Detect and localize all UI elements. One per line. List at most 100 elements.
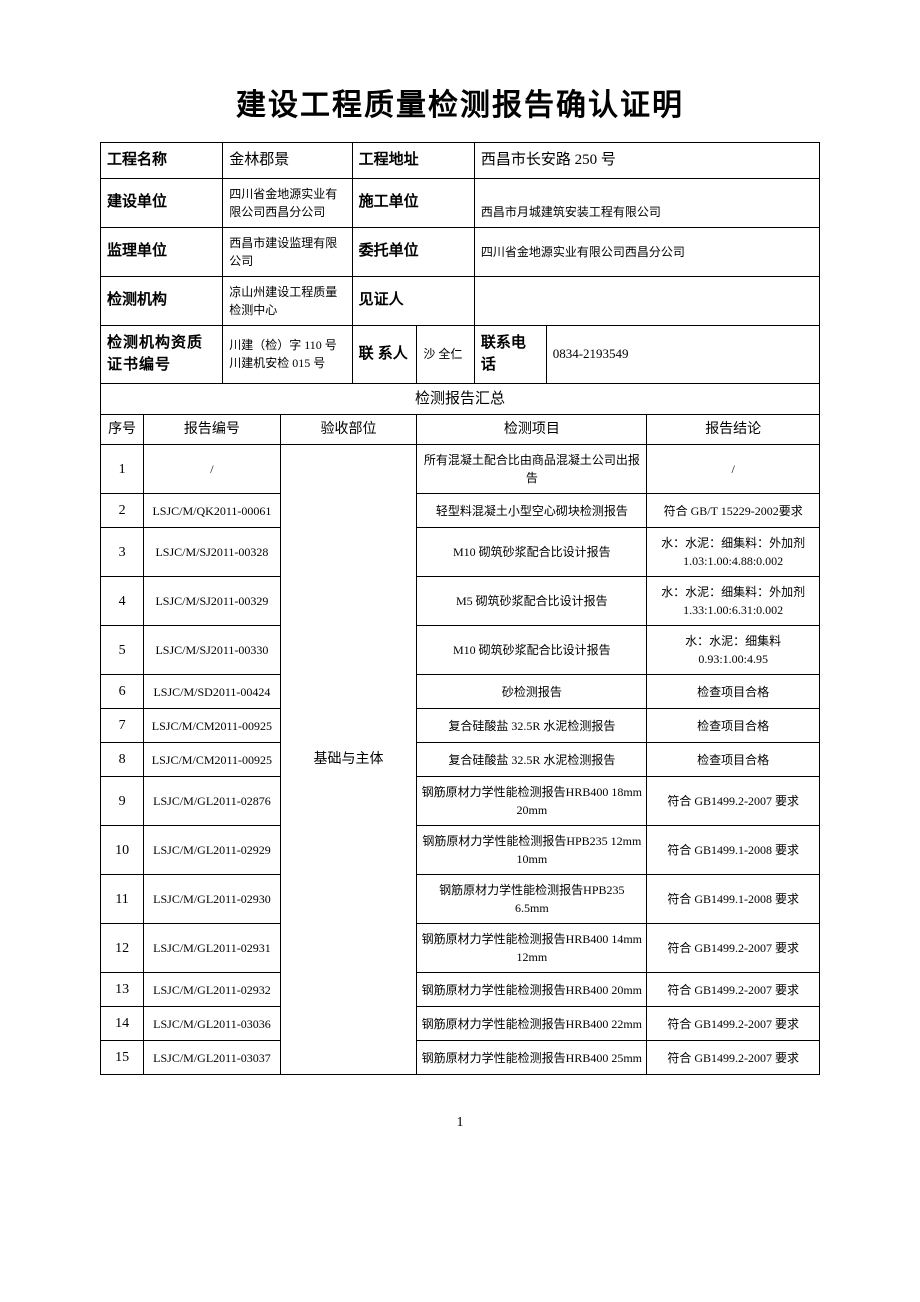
row-report-no: LSJC/M/GL2011-03036 [144, 1007, 281, 1041]
row-item: 所有混凝土配合比由商品混凝土公司出报告 [417, 445, 647, 494]
row-conclusion: 符合 GB1499.1-2008 要求 [647, 875, 820, 924]
phone-value: 0834-2193549 [546, 325, 819, 383]
row-report-no: LSJC/M/SJ2011-00330 [144, 626, 281, 675]
table-row: 5 LSJC/M/SJ2011-00330 M10 砌筑砂浆配合比设计报告 水：… [101, 626, 820, 675]
header-row-build: 建设单位 四川省金地源实业有限公司西昌分公司 施工单位 西昌市月城建筑安装工程有… [101, 178, 820, 227]
row-conclusion: 水：水泥：细集料：外加剂 1.33:1.00:6.31:0.002 [647, 577, 820, 626]
row-item: M10 砌筑砂浆配合比设计报告 [417, 528, 647, 577]
entrust-unit-label: 委托单位 [352, 227, 474, 276]
row-conclusion: / [647, 445, 820, 494]
row-seq: 4 [101, 577, 144, 626]
table-row: 14 LSJC/M/GL2011-03036 钢筋原材力学性能检测报告HRB40… [101, 1007, 820, 1041]
table-row: 9 LSJC/M/GL2011-02876 钢筋原材力学性能检测报告HRB400… [101, 777, 820, 826]
row-seq: 6 [101, 675, 144, 709]
witness-label: 见证人 [352, 276, 474, 325]
table-row: 6 LSJC/M/SD2011-00424 砂检测报告 检查项目合格 [101, 675, 820, 709]
col-report-no: 报告编号 [144, 415, 281, 445]
row-report-no: LSJC/M/CM2011-00925 [144, 743, 281, 777]
header-row-cert: 检测机构资质证书编号 川建（检）字 110 号 川建机安检 015 号 联 系人… [101, 325, 820, 383]
supervise-unit-value: 西昌市建设监理有限公司 [223, 227, 352, 276]
row-conclusion: 符合 GB/T 15229-2002要求 [647, 494, 820, 528]
row-item: 钢筋原材力学性能检测报告HRB400 14mm 12mm [417, 924, 647, 973]
table-row: 13 LSJC/M/GL2011-02932 钢筋原材力学性能检测报告HRB40… [101, 973, 820, 1007]
row-conclusion: 水：水泥：细集料：外加剂 1.03:1.00:4.88:0.002 [647, 528, 820, 577]
document-title: 建设工程质量检测报告确认证明 [100, 80, 820, 124]
row-report-no: / [144, 445, 281, 494]
row-seq: 9 [101, 777, 144, 826]
witness-value [474, 276, 819, 325]
contact-label: 联 系人 [352, 325, 417, 383]
row-report-no: LSJC/M/GL2011-03037 [144, 1041, 281, 1075]
supervise-unit-label: 监理单位 [101, 227, 223, 276]
project-addr-label: 工程地址 [352, 143, 474, 179]
cert-no-label: 检测机构资质证书编号 [101, 325, 223, 383]
main-table: 工程名称 金林郡景 工程地址 西昌市长安路 250 号 建设单位 四川省金地源实… [100, 142, 820, 1075]
row-seq: 15 [101, 1041, 144, 1075]
project-addr-value: 西昌市长安路 250 号 [474, 143, 819, 179]
row-report-no: LSJC/M/GL2011-02876 [144, 777, 281, 826]
summary-header: 检测报告汇总 [101, 383, 820, 415]
table-row: 1 / 基础与主体 所有混凝土配合比由商品混凝土公司出报告 / [101, 445, 820, 494]
row-report-no: LSJC/M/GL2011-02932 [144, 973, 281, 1007]
row-seq: 12 [101, 924, 144, 973]
col-seq: 序号 [101, 415, 144, 445]
row-item: 复合硅酸盐 32.5R 水泥检测报告 [417, 743, 647, 777]
header-row-detect-org: 检测机构 凉山州建设工程质量检测中心 见证人 [101, 276, 820, 325]
entrust-unit-value: 四川省金地源实业有限公司西昌分公司 [474, 227, 819, 276]
row-item: M10 砌筑砂浆配合比设计报告 [417, 626, 647, 675]
col-accept-part: 验收部位 [280, 415, 417, 445]
contact-value: 沙 全仁 [417, 325, 475, 383]
row-item: 砂检测报告 [417, 675, 647, 709]
phone-label: 联系电话 [474, 325, 546, 383]
row-item: 钢筋原材力学性能检测报告HPB235 6.5mm [417, 875, 647, 924]
row-conclusion: 检查项目合格 [647, 709, 820, 743]
row-item: 轻型料混凝土小型空心砌块检测报告 [417, 494, 647, 528]
row-conclusion: 符合 GB1499.1-2008 要求 [647, 826, 820, 875]
row-item: 钢筋原材力学性能检测报告HRB400 25mm [417, 1041, 647, 1075]
row-report-no: LSJC/M/SD2011-00424 [144, 675, 281, 709]
table-row: 3 LSJC/M/SJ2011-00328 M10 砌筑砂浆配合比设计报告 水：… [101, 528, 820, 577]
row-seq: 8 [101, 743, 144, 777]
row-report-no: LSJC/M/CM2011-00925 [144, 709, 281, 743]
row-conclusion: 符合 GB1499.2-2007 要求 [647, 1041, 820, 1075]
project-name-value: 金林郡景 [223, 143, 352, 179]
row-report-no: LSJC/M/GL2011-02929 [144, 826, 281, 875]
summary-header-row: 检测报告汇总 [101, 383, 820, 415]
detect-org-label: 检测机构 [101, 276, 223, 325]
table-row: 4 LSJC/M/SJ2011-00329 M5 砌筑砂浆配合比设计报告 水：水… [101, 577, 820, 626]
table-row: 11 LSJC/M/GL2011-02930 钢筋原材力学性能检测报告HPB23… [101, 875, 820, 924]
row-seq: 2 [101, 494, 144, 528]
col-detect-item: 检测项目 [417, 415, 647, 445]
row-item: 复合硅酸盐 32.5R 水泥检测报告 [417, 709, 647, 743]
header-row-supervise: 监理单位 西昌市建设监理有限公司 委托单位 四川省金地源实业有限公司西昌分公司 [101, 227, 820, 276]
accept-part-cell: 基础与主体 [280, 445, 417, 1075]
row-item: M5 砌筑砂浆配合比设计报告 [417, 577, 647, 626]
row-report-no: LSJC/M/QK2011-00061 [144, 494, 281, 528]
page-number: 1 [100, 1115, 820, 1131]
row-seq: 5 [101, 626, 144, 675]
construct-unit-label: 施工单位 [352, 178, 474, 227]
construct-unit-value: 西昌市月城建筑安装工程有限公司 [474, 178, 819, 227]
row-item: 钢筋原材力学性能检测报告HRB400 18mm 20mm [417, 777, 647, 826]
row-conclusion: 符合 GB1499.2-2007 要求 [647, 1007, 820, 1041]
detect-org-value: 凉山州建设工程质量检测中心 [223, 276, 352, 325]
row-seq: 7 [101, 709, 144, 743]
row-seq: 14 [101, 1007, 144, 1041]
row-report-no: LSJC/M/SJ2011-00329 [144, 577, 281, 626]
row-conclusion: 符合 GB1499.2-2007 要求 [647, 924, 820, 973]
build-unit-value: 四川省金地源实业有限公司西昌分公司 [223, 178, 352, 227]
row-report-no: LSJC/M/SJ2011-00328 [144, 528, 281, 577]
project-name-label: 工程名称 [101, 143, 223, 179]
table-row: 12 LSJC/M/GL2011-02931 钢筋原材力学性能检测报告HRB40… [101, 924, 820, 973]
table-row: 15 LSJC/M/GL2011-03037 钢筋原材力学性能检测报告HRB40… [101, 1041, 820, 1075]
column-header-row: 序号 报告编号 验收部位 检测项目 报告结论 [101, 415, 820, 445]
row-seq: 11 [101, 875, 144, 924]
row-conclusion: 检查项目合格 [647, 675, 820, 709]
row-conclusion: 符合 GB1499.2-2007 要求 [647, 973, 820, 1007]
row-conclusion: 检查项目合格 [647, 743, 820, 777]
build-unit-label: 建设单位 [101, 178, 223, 227]
row-item: 钢筋原材力学性能检测报告HPB235 12mm 10mm [417, 826, 647, 875]
row-report-no: LSJC/M/GL2011-02931 [144, 924, 281, 973]
row-seq: 3 [101, 528, 144, 577]
row-seq: 10 [101, 826, 144, 875]
